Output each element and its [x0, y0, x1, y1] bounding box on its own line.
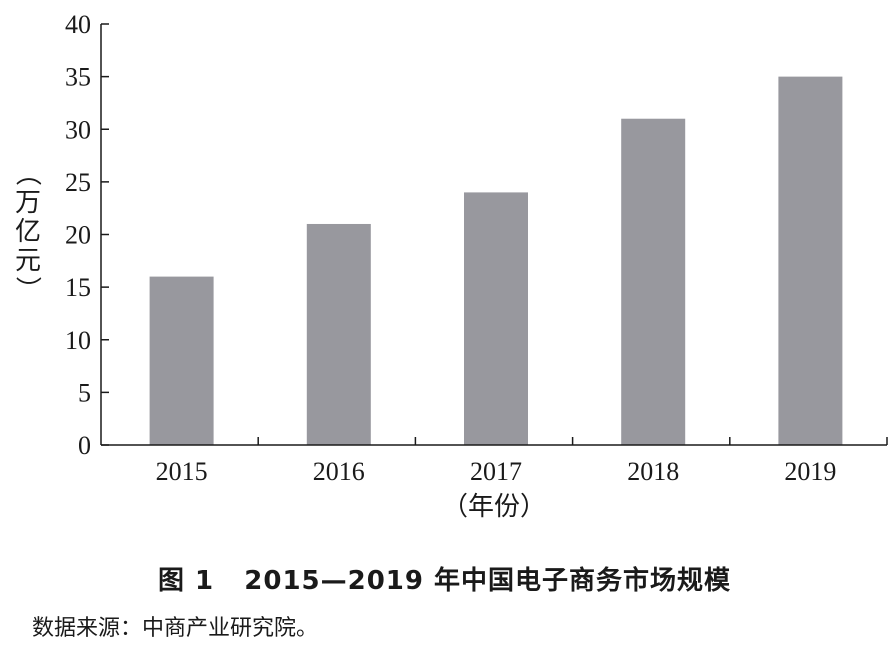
- x-tick-label: 2018: [627, 457, 679, 486]
- y-tick-label: 30: [65, 115, 91, 144]
- bar-2015: [149, 276, 214, 445]
- bar-2019: [778, 76, 843, 445]
- chart-area: 0 5 10 15 20 25 30 35 40 2015 2016 2017 2018 2019 （万…: [12, 10, 888, 522]
- x-ticks-group: 2015 2016 2017 2018 2019: [156, 437, 888, 486]
- x-axis-label: （年份）: [442, 492, 546, 522]
- y-tick-label: 0: [78, 431, 91, 460]
- y-label-char: 万: [15, 188, 41, 218]
- y-axis-label: （万亿元）: [12, 160, 42, 302]
- x-tick-label: 2016: [313, 457, 365, 486]
- bars-group: [149, 76, 843, 445]
- y-tick-label: 10: [65, 326, 91, 355]
- y-tick-label: 15: [65, 273, 91, 302]
- bar-2018: [621, 118, 686, 445]
- bar-chart: 0 5 10 15 20 25 30 35 40 2015 2016 2017 2018 2019 （万…: [12, 10, 888, 522]
- y-tick-label: 35: [65, 63, 91, 92]
- y-tick-label: 40: [65, 10, 91, 39]
- y-tick-label: 25: [65, 168, 91, 197]
- x-tick-label: 2015: [156, 457, 208, 486]
- y-label-char: 亿: [15, 217, 41, 247]
- bar-2017: [464, 192, 528, 445]
- caption-prefix: 图 1: [157, 566, 215, 596]
- x-tick-label: 2019: [784, 457, 836, 486]
- bar-2016: [306, 223, 371, 445]
- x-tick-label: 2017: [470, 457, 522, 486]
- y-tick-label: 20: [65, 221, 91, 250]
- y-tick-label: 5: [78, 378, 91, 407]
- caption-title: 2015—2019 年中国电子商务市场规模: [244, 566, 732, 596]
- y-label-char: （: [12, 160, 42, 186]
- y-label-char: ）: [12, 276, 42, 302]
- y-label-char: 元: [15, 246, 41, 276]
- data-source-note: 数据来源：中商产业研究院。: [32, 616, 319, 641]
- figure-caption: 图 1 2015—2019 年中国电子商务市场规模: [0, 560, 889, 597]
- y-ticks-group: 0 5 10 15 20 25 30 35 40: [65, 10, 109, 460]
